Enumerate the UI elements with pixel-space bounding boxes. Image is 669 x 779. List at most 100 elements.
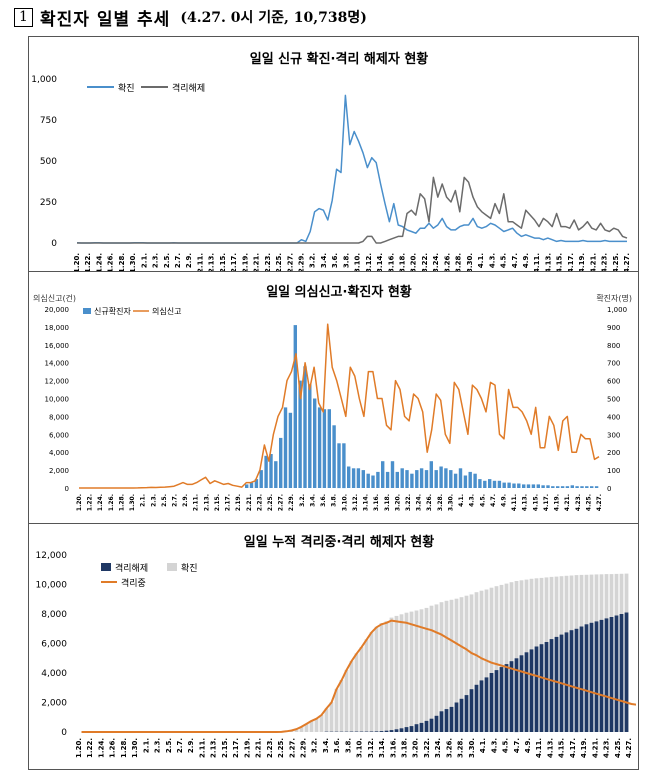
chart3-confirmed-bar: [434, 604, 439, 732]
chart3-confirmed-bar: [504, 583, 509, 732]
chart3-xtick-8: 2.5.: [165, 738, 173, 753]
chart3-released-bar: [429, 718, 434, 732]
chart2-bar: [332, 425, 336, 488]
chart3-confirmed-bar: [399, 614, 404, 732]
chart1-xtick-4: 1.28.: [118, 253, 126, 271]
chart3-released-bar: [369, 731, 374, 732]
chart1-xtick-2: 1.24.: [95, 253, 103, 271]
chart1-xtick-49: 4.27.: [623, 253, 631, 271]
chart1-xtick-38: 4.5.: [500, 253, 508, 268]
chart3-xtick-0: 1.20.: [75, 738, 83, 758]
chart2-bar: [439, 466, 443, 488]
chart2-xtick-10: 2.9.: [182, 494, 189, 507]
chart3-xtick-13: 2.15.: [221, 738, 229, 758]
chart3-released-bar: [584, 624, 589, 732]
chart2-bar: [376, 471, 380, 488]
chart2-xtick-4: 1.28.: [118, 494, 125, 511]
chart3-confirmed-bar: [389, 617, 394, 732]
chart3-y-tick-4: 4,000: [41, 669, 67, 679]
chart3-released-bar: [519, 655, 524, 732]
chart2-xtick-39: 4.7.: [490, 494, 497, 507]
chart3-released-bar: [479, 680, 484, 732]
chart1-xtick-37: 4.3.: [488, 253, 496, 268]
chart3-legend-confirmed: 확진: [181, 562, 198, 574]
chart2-bar: [293, 325, 297, 488]
chart3-released-bar: [409, 726, 414, 732]
chart2-yr-tick-8: 200: [607, 449, 620, 457]
chart2-bar: [371, 475, 375, 488]
chart3-confirmed-bar: [349, 661, 354, 732]
chart3-confirmed-bar: [509, 582, 514, 732]
chart3-confirmed-bar: [304, 723, 309, 732]
chart2-xtick-43: 4.15.: [532, 494, 539, 511]
chart2-bar: [366, 473, 370, 488]
chart2-yl-tick-0: 20,000: [45, 306, 70, 314]
chart2-yl-tick-2: 16,000: [45, 342, 70, 350]
chart-divider-1: [28, 271, 639, 272]
chart2-left-axis-label: 의심신고(건): [33, 293, 76, 303]
chart2-xtick-40: 4.9.: [500, 494, 507, 507]
chart1-xtick-39: 4.7.: [511, 253, 519, 268]
chart1-xtick-18: 2.25.: [275, 253, 283, 271]
chart1-xtick-45: 4.19.: [578, 253, 586, 271]
chart3-xtick-36: 4.1.: [479, 738, 487, 753]
chart2-bar: [517, 483, 521, 488]
chart3-y-tick-2: 8,000: [41, 610, 67, 620]
chart3-xtick-35: 3.30.: [468, 738, 476, 758]
chart1-title: 일일 신규 확진·격리 해제자 현황: [250, 51, 429, 67]
chart3-released-bar: [529, 649, 534, 732]
chart3-xtick-30: 3.20.: [412, 738, 420, 758]
chart3-legend: 격리해제 확진 격리중: [101, 562, 198, 589]
chart2-bar: [254, 479, 259, 488]
chart1-y-tick-3: 250: [40, 198, 57, 208]
chart2-xtick-3: 1.26.: [108, 494, 115, 511]
chart3-released-bar: [609, 617, 614, 732]
chart1-legend-confirmed: 확진: [118, 82, 135, 94]
chart3-released-bar: [449, 706, 454, 732]
chart2-bar: [400, 468, 404, 488]
chart3-xtick-32: 3.24.: [434, 738, 442, 758]
chart1-xtick-17: 2.23.: [264, 253, 272, 271]
chart2-bar: [502, 482, 506, 488]
chart3-legend-released: 격리해제: [115, 562, 148, 574]
page-header: 1 확진자 일별 추세 (4.27. 0시 기준, 10,738명): [14, 4, 367, 30]
chart1-xtick-42: 4.13.: [544, 253, 552, 271]
chart2-bar: [483, 480, 487, 488]
chart1-xtick-29: 3.18.: [399, 253, 407, 271]
chart2-bar: [468, 471, 472, 488]
chart2-bar: [512, 483, 516, 488]
chart3-released-bar: [589, 622, 594, 732]
chart3-released-bar: [459, 698, 464, 732]
chart2-bar: [279, 437, 283, 488]
chart3-released-bar: [514, 658, 519, 733]
chart3-confirmed-bar: [424, 607, 429, 732]
chart3-xtick-12: 2.13.: [210, 738, 218, 758]
chart2-bar: [478, 479, 482, 488]
chart1-series-1-line: [77, 176, 628, 244]
chart3-released-bar: [424, 720, 429, 732]
chart1-xtick-33: 3.26.: [443, 253, 451, 271]
chart2-yr-tick-4: 600: [607, 378, 620, 386]
chart1-xtick-21: 3.2.: [309, 253, 317, 268]
chart3-confirmed-bar: [469, 594, 474, 732]
chart2-xtick-38: 4.5.: [479, 494, 486, 507]
chart3-released-bar: [624, 612, 629, 732]
chart3-confirmed-bar: [499, 584, 504, 732]
chart3-y-tick-0: 12,000: [36, 551, 68, 561]
chart3-released-bar: [534, 646, 539, 732]
chart1-legend: 확진 격리해제: [87, 82, 205, 94]
chart2-xtick-41: 4.11.: [511, 494, 518, 511]
chart3-xtick-19: 2.27.: [288, 738, 296, 758]
chart3-xtick-7: 2.3.: [154, 738, 162, 753]
chart3-confirmed-bar: [429, 605, 434, 732]
chart2-xtick-17: 2.23.: [256, 494, 263, 511]
chart3-released-bar: [439, 711, 444, 732]
chart3-released-bar: [504, 664, 509, 732]
chart2-bar: [434, 470, 438, 488]
chart1-xtick-8: 2.5.: [163, 253, 171, 268]
chart3-released-bar: [374, 731, 379, 732]
chart2-bar: [419, 468, 424, 488]
chart2-bar: [546, 485, 550, 488]
chart3-released-bar: [379, 731, 384, 732]
chart2-bar: [444, 468, 448, 488]
